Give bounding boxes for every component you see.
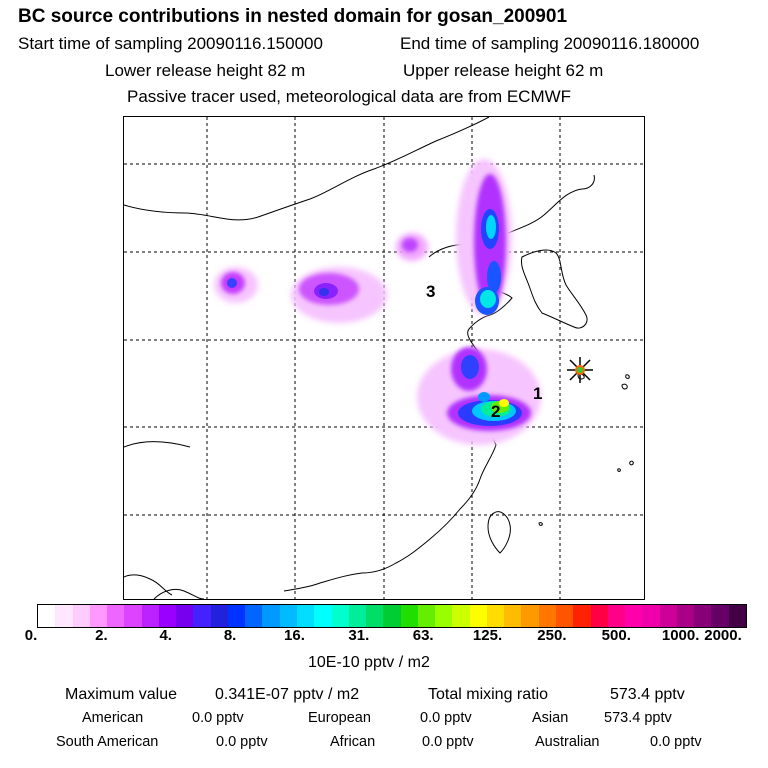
colorbar-swatch xyxy=(314,605,332,627)
colorbar-swatch xyxy=(366,605,384,627)
colorbar-swatch xyxy=(728,605,746,627)
colorbar-tick-label: 250. xyxy=(537,627,567,644)
australian-label: Australian xyxy=(535,734,600,750)
colorbar-tick-label: 1000. xyxy=(661,627,700,644)
total-mixing-value: 573.4 pptv xyxy=(610,686,685,703)
plume-southeast xyxy=(417,347,541,445)
plume-west-2 xyxy=(291,267,387,323)
south-american-value: 0.0 pptv xyxy=(216,734,268,750)
colorbar-tick-label: 31. xyxy=(348,627,370,644)
region-label-3: 3 xyxy=(426,282,435,301)
colorbar-swatch xyxy=(521,605,539,627)
colorbar-tick-label: 63. xyxy=(412,627,434,644)
region-label-1: 1 xyxy=(533,384,542,403)
colorbar-swatch xyxy=(383,605,401,627)
start-sampling-text: Start time of sampling 20090116.150000 xyxy=(18,34,323,53)
colorbar-swatch xyxy=(486,605,505,627)
colorbar-swatch xyxy=(538,605,556,627)
colorbar-swatch xyxy=(711,605,729,627)
colorbar-swatch xyxy=(107,605,125,627)
colorbar-swatch xyxy=(158,605,177,627)
colorbar-swatch xyxy=(417,605,436,627)
colorbar-swatch xyxy=(55,605,73,627)
colorbar-swatch xyxy=(452,605,470,627)
european-value: 0.0 pptv xyxy=(420,710,472,726)
map-canvas: 3 1 2 xyxy=(124,117,644,599)
colorbar-swatch xyxy=(469,605,487,627)
plume-west-1 xyxy=(214,267,258,303)
colorbar-swatch xyxy=(262,605,280,627)
colorbar-swatch xyxy=(642,605,660,627)
colorbar-swatch xyxy=(176,605,194,627)
south-american-label: South American xyxy=(56,734,159,750)
colorbar-tick-label: 16. xyxy=(284,627,305,644)
colorbar-swatch xyxy=(348,605,367,627)
plume-small xyxy=(396,233,428,261)
colorbar-swatch xyxy=(245,605,263,627)
colorbar-swatch xyxy=(141,605,159,627)
colorbar-swatch xyxy=(659,605,677,627)
colorbar-swatch xyxy=(210,605,228,627)
receptor-star-icon xyxy=(567,357,593,383)
colorbar-swatch xyxy=(590,605,608,627)
african-value: 0.0 pptv xyxy=(422,734,474,750)
asian-label: Asian xyxy=(532,710,569,726)
max-value-label: Maximum value xyxy=(65,686,178,703)
lat-lon-grid xyxy=(124,117,644,599)
colorbar-tick-label: 125. xyxy=(472,627,503,644)
asian-value: 573.4 pptv xyxy=(604,710,672,726)
lower-release-text: Lower release height 82 m xyxy=(105,61,306,80)
colorbar-swatch xyxy=(89,605,108,627)
american-value: 0.0 pptv xyxy=(192,710,244,726)
colorbar xyxy=(37,604,747,628)
colorbar-tick-label: 2. xyxy=(95,627,108,644)
islands xyxy=(538,373,634,526)
colorbar-swatch xyxy=(694,605,712,627)
european-label: European xyxy=(308,710,371,726)
colorbar-tick-label: 4. xyxy=(159,627,172,644)
australian-value: 0.0 pptv xyxy=(650,734,702,750)
colorbar-units: 10E-10 pptv / m2 xyxy=(308,654,430,671)
american-label: American xyxy=(82,710,144,726)
map-title: BC source contributions in nested domain… xyxy=(18,6,568,27)
colorbar-swatch xyxy=(279,605,297,627)
max-value: 0.341E-07 pptv / m2 xyxy=(215,686,360,703)
tracer-note-text: Passive tracer used, meteorological data… xyxy=(127,87,572,106)
colorbar-swatch xyxy=(607,605,626,627)
colorbar-swatch xyxy=(72,605,90,627)
region-label-2: 2 xyxy=(491,402,500,421)
colorbar-swatch xyxy=(124,605,142,627)
colorbar-tick-label: 0. xyxy=(24,627,38,644)
colorbar-swatch xyxy=(296,605,315,627)
colorbar-swatch xyxy=(435,605,453,627)
total-mixing-label: Total mixing ratio xyxy=(428,686,549,703)
colorbar-swatch xyxy=(227,605,246,627)
colorbar-swatch xyxy=(504,605,522,627)
colorbar-swatch xyxy=(193,605,211,627)
colorbar-swatch xyxy=(38,605,56,627)
colorbar-tick-label: 2000. xyxy=(704,627,742,644)
end-sampling-text: End time of sampling 20090116.180000 xyxy=(400,34,700,53)
colorbar-swatch xyxy=(331,605,349,627)
colorbar-tick-label: 500. xyxy=(601,627,631,644)
colorbar-swatch xyxy=(625,605,643,627)
map-panel: 3 1 2 xyxy=(123,116,645,600)
coastlines xyxy=(124,117,595,599)
african-label: African xyxy=(330,734,376,750)
plume-north-corridor xyxy=(456,159,512,315)
colorbar-swatch xyxy=(555,605,574,627)
colorbar-swatch xyxy=(573,605,591,627)
colorbar-tick-label: 8. xyxy=(223,627,237,644)
colorbar-swatch xyxy=(400,605,418,627)
colorbar-swatch xyxy=(676,605,695,627)
upper-release-text: Upper release height 62 m xyxy=(403,61,604,80)
